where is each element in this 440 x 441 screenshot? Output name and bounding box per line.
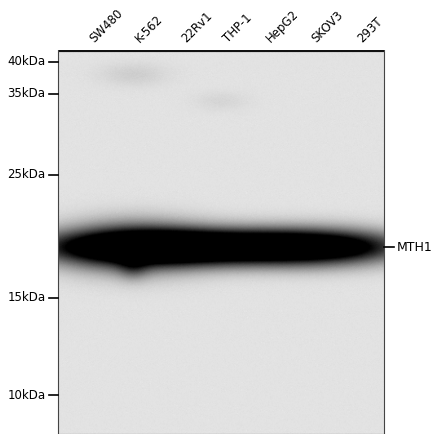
Text: 15kDa: 15kDa bbox=[7, 291, 45, 304]
Text: MTH1: MTH1 bbox=[397, 241, 433, 254]
Text: 25kDa: 25kDa bbox=[7, 168, 45, 181]
Text: 40kDa: 40kDa bbox=[7, 56, 45, 68]
Text: 10kDa: 10kDa bbox=[7, 389, 45, 401]
Text: 35kDa: 35kDa bbox=[7, 87, 45, 101]
